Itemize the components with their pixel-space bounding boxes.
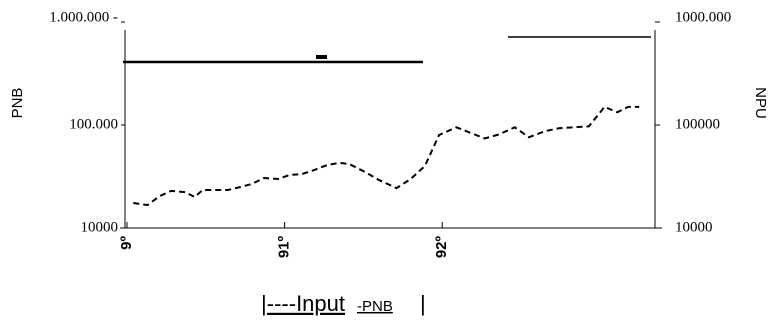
y-tick-label: 1.000.000 - (49, 9, 118, 25)
x-tick-label: 91º (276, 235, 293, 258)
legend-text: -PNB (357, 298, 393, 315)
data-line (133, 105, 640, 207)
y-tick-label: 100.000 (69, 116, 118, 132)
y2-tick-label: 100000 (675, 116, 720, 132)
y2-tick-label: 10000 (675, 219, 713, 235)
y2-tick-label: 1000.000 (675, 9, 731, 25)
y2-axis-label: NPU (752, 87, 769, 119)
top-mark (316, 55, 327, 59)
x-tick-label: 9º (118, 235, 135, 249)
y-tick-label: 10000 (81, 219, 119, 235)
y-axis-label: PNB (9, 88, 26, 119)
legend-text: | (420, 291, 426, 316)
legend-text: |----Input (261, 291, 345, 316)
x-tick-label: 92º (433, 235, 450, 258)
